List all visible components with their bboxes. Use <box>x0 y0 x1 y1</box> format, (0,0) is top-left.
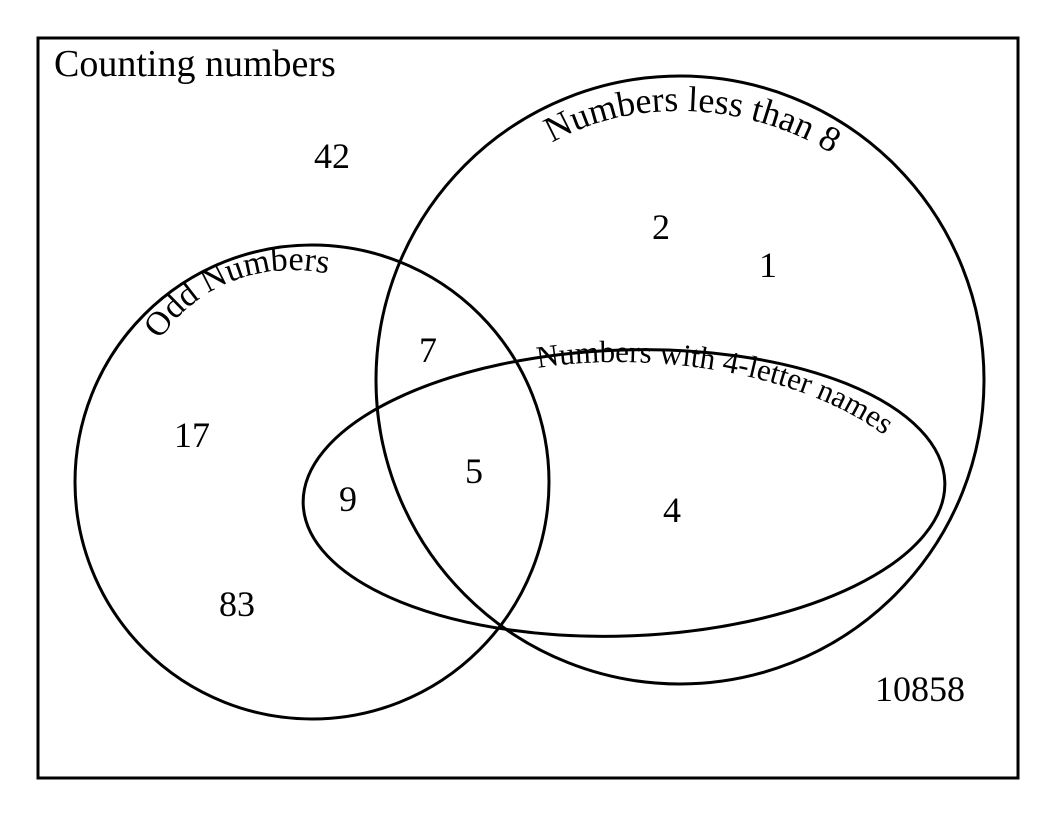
number-5: 5 <box>465 451 483 491</box>
universe-box <box>36 36 1020 780</box>
number-1: 1 <box>759 245 777 285</box>
number-9: 9 <box>339 479 357 519</box>
odd-numbers-circle <box>73 243 551 721</box>
four-letter-names-ellipse <box>301 348 947 638</box>
number-7: 7 <box>419 330 437 370</box>
less-than-8-circle <box>374 74 986 686</box>
number-17: 17 <box>174 415 210 455</box>
number-42: 42 <box>314 136 350 176</box>
number-83: 83 <box>219 584 255 624</box>
number-10858: 10858 <box>875 669 965 709</box>
number-2: 2 <box>652 207 670 247</box>
number-4: 4 <box>663 490 681 530</box>
universe-label: Counting numbers <box>54 43 336 85</box>
